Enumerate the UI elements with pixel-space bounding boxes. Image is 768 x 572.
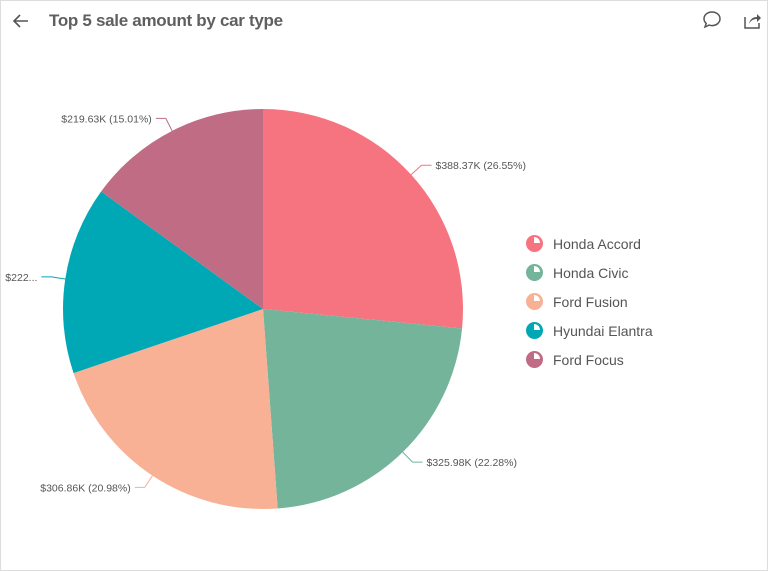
share-icon[interactable] [741,9,763,31]
legend-item[interactable]: Honda Accord [526,229,653,258]
pie-slice-4[interactable] [101,108,263,309]
label-connector [402,451,423,463]
pie-slice-3[interactable] [63,191,263,374]
header: Top 5 sale amount by car type [1,1,767,43]
pie-slice-2[interactable] [73,309,278,509]
pie-legend-icon [526,322,543,339]
label-connector [134,475,153,488]
pie-legend-icon [526,235,543,252]
page-title: Top 5 sale amount by car type [49,11,283,30]
label-connector [410,164,432,176]
pie-legend-icon [526,293,543,310]
pie-slice-0[interactable] [263,109,463,329]
pie-legend-icon [526,351,543,368]
legend-label: Hyundai Elantra [553,322,653,339]
legend-item[interactable]: Ford Fusion [526,287,653,316]
comment-icon[interactable] [701,9,723,31]
arrow-left-icon[interactable] [11,11,31,31]
legend-label: Honda Accord [553,235,641,252]
data-label: $219.63K (15.01%) [61,113,151,125]
pie-slice-1[interactable] [263,309,463,509]
legend-label: Ford Focus [553,351,624,368]
data-label: $306.86K (20.98%) [40,482,130,494]
data-label: $222... [5,272,37,284]
legend-label: Ford Fusion [553,293,628,310]
data-label: $325.98K (22.28%) [427,457,517,469]
legend-item[interactable]: Ford Focus [526,345,653,374]
label-connector [155,117,173,132]
legend-label: Honda Civic [553,264,629,281]
label-connector [41,276,66,280]
data-label: $388.37K (26.55%) [436,160,526,172]
pie-legend-icon [526,264,543,281]
legend-item[interactable]: Hyundai Elantra [526,316,653,345]
legend: Honda Accord Honda Civic Ford Fusion Hyunda… [526,229,653,374]
legend-item[interactable]: Honda Civic [526,258,653,287]
